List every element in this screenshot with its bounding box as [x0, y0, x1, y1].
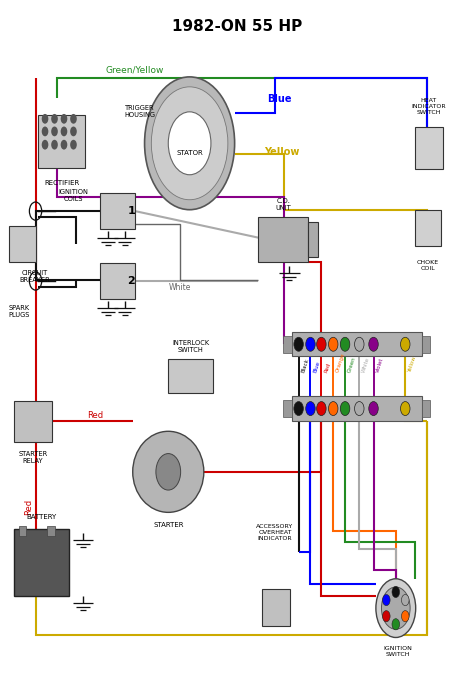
Text: C.D.
UNIT: C.D. UNIT — [275, 198, 291, 210]
Bar — [258, 217, 308, 262]
Circle shape — [401, 611, 409, 622]
Circle shape — [369, 401, 378, 415]
Circle shape — [61, 114, 67, 124]
Circle shape — [355, 401, 364, 415]
Circle shape — [369, 338, 378, 352]
Text: Red: Red — [87, 412, 103, 420]
Bar — [9, 226, 36, 262]
Bar — [283, 336, 292, 353]
Circle shape — [61, 127, 67, 136]
Bar — [100, 263, 135, 299]
Circle shape — [401, 338, 410, 352]
Circle shape — [328, 401, 338, 415]
Text: ACCESSORY
OVERHEAT
INDICATOR: ACCESSORY OVERHEAT INDICATOR — [256, 524, 293, 541]
Bar — [308, 222, 318, 257]
Text: Violet: Violet — [375, 356, 385, 373]
Bar — [14, 401, 52, 442]
Circle shape — [376, 579, 416, 637]
Circle shape — [168, 112, 211, 175]
Circle shape — [392, 619, 400, 630]
Text: STARTER: STARTER — [153, 522, 183, 528]
Text: Yellow: Yellow — [407, 355, 417, 373]
Text: Red: Red — [24, 498, 33, 515]
Text: Blue: Blue — [267, 94, 292, 104]
Text: IGNITION
COILS: IGNITION COILS — [58, 189, 89, 202]
Text: CIRCUIT
BREAKER: CIRCUIT BREAKER — [19, 270, 50, 282]
Circle shape — [340, 338, 350, 352]
Circle shape — [156, 454, 181, 490]
Text: Green/Yellow: Green/Yellow — [106, 66, 164, 74]
Circle shape — [145, 77, 235, 210]
Circle shape — [340, 401, 350, 415]
Text: RECTIFIER: RECTIFIER — [44, 180, 79, 186]
Bar — [14, 529, 69, 596]
Circle shape — [383, 594, 390, 605]
Text: STATOR: STATOR — [176, 150, 203, 156]
Bar — [422, 400, 430, 417]
Text: Orange: Orange — [335, 352, 346, 373]
Circle shape — [306, 401, 315, 415]
Text: BATTERY: BATTERY — [27, 514, 56, 519]
Text: Green: Green — [347, 356, 357, 373]
Circle shape — [355, 338, 364, 352]
Circle shape — [328, 338, 338, 352]
Circle shape — [383, 611, 390, 622]
Text: Blue: Blue — [312, 360, 321, 373]
Bar — [283, 400, 292, 417]
Bar — [422, 336, 430, 353]
Circle shape — [70, 114, 77, 124]
Text: 1: 1 — [128, 206, 135, 216]
Circle shape — [42, 140, 48, 150]
Circle shape — [392, 586, 400, 598]
Bar — [415, 127, 443, 169]
Text: TRIGGER
HOUSING: TRIGGER HOUSING — [124, 106, 155, 118]
Circle shape — [51, 127, 58, 136]
Bar — [292, 396, 422, 421]
Circle shape — [401, 401, 410, 415]
Text: CHOKE
COIL: CHOKE COIL — [417, 260, 439, 271]
Bar — [262, 589, 290, 626]
Text: Black: Black — [301, 357, 310, 373]
Circle shape — [51, 140, 58, 150]
Text: HEAT
INDICATOR
SWITCH: HEAT INDICATOR SWITCH — [411, 98, 447, 115]
Circle shape — [42, 114, 48, 124]
Bar — [100, 193, 135, 229]
Circle shape — [382, 587, 410, 629]
Text: 2: 2 — [128, 276, 135, 286]
Circle shape — [294, 401, 303, 415]
Text: Red: Red — [323, 361, 331, 373]
Circle shape — [306, 338, 315, 352]
Bar — [292, 332, 422, 356]
Circle shape — [70, 140, 77, 150]
Text: INTERLOCK
SWITCH: INTERLOCK SWITCH — [172, 340, 210, 353]
Text: White: White — [169, 284, 191, 292]
Circle shape — [401, 594, 409, 605]
Bar — [19, 526, 26, 536]
Circle shape — [70, 127, 77, 136]
Bar — [38, 115, 85, 168]
Text: White: White — [361, 356, 371, 373]
Bar — [168, 359, 213, 393]
Bar — [415, 210, 441, 246]
Circle shape — [317, 401, 326, 415]
Circle shape — [51, 114, 58, 124]
Text: Yellow: Yellow — [264, 147, 300, 157]
Text: 1982-ON 55 HP: 1982-ON 55 HP — [172, 19, 302, 34]
Bar — [47, 526, 55, 536]
Circle shape — [294, 338, 303, 352]
Ellipse shape — [133, 431, 204, 512]
Circle shape — [61, 140, 67, 150]
Circle shape — [151, 87, 228, 200]
Circle shape — [42, 127, 48, 136]
Text: IGNITION
SWITCH: IGNITION SWITCH — [384, 646, 412, 657]
Circle shape — [317, 338, 326, 352]
Text: SPARK
PLUGS: SPARK PLUGS — [8, 305, 30, 317]
Text: STARTER
RELAY: STARTER RELAY — [18, 451, 48, 463]
